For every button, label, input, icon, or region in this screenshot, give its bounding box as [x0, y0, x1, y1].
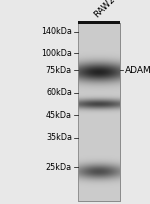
Text: 45kDa: 45kDa: [46, 111, 72, 120]
Text: 140kDa: 140kDa: [41, 27, 72, 36]
Bar: [78, 21, 120, 24]
Text: RAW264.7: RAW264.7: [93, 0, 132, 19]
Bar: [78, 23, 120, 201]
Text: 75kDa: 75kDa: [46, 66, 72, 75]
Text: 60kDa: 60kDa: [46, 88, 72, 97]
Text: 25kDa: 25kDa: [46, 163, 72, 172]
Text: ADAM10: ADAM10: [124, 66, 150, 75]
Text: 35kDa: 35kDa: [46, 133, 72, 142]
Text: 100kDa: 100kDa: [41, 49, 72, 58]
Bar: [78, 23, 120, 201]
